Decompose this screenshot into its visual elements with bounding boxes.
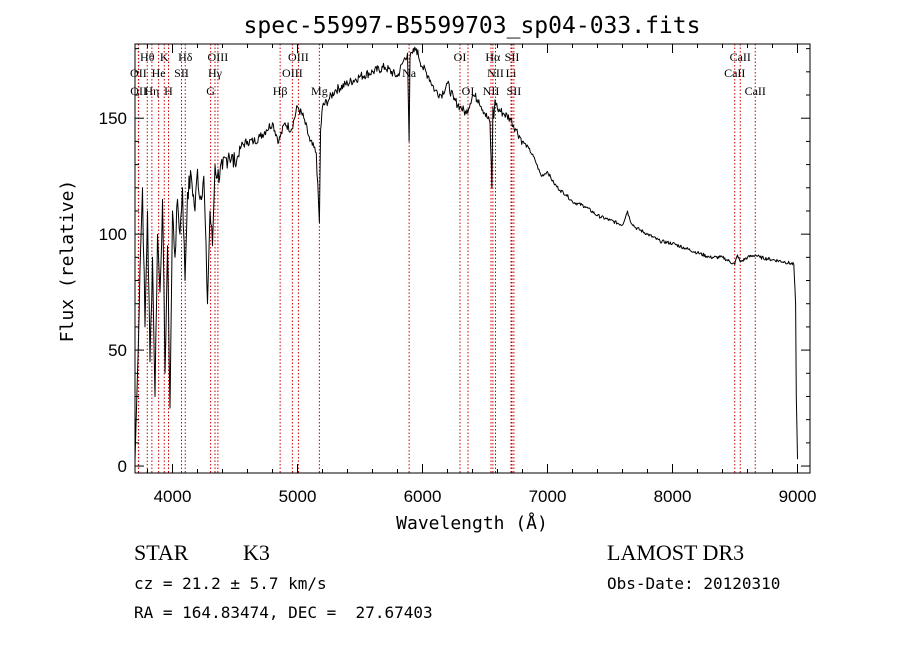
x-tick-label: 4000 <box>154 487 192 506</box>
plot-frame <box>134 43 811 474</box>
line-label: CaII <box>730 50 751 64</box>
line-label: OI <box>454 50 467 64</box>
line-label: OII <box>130 66 147 80</box>
line-label: He <box>152 66 166 80</box>
line-label: H <box>164 84 173 98</box>
y-tick-label: 50 <box>108 341 127 360</box>
x-axis-label: Wavelength (Å) <box>396 512 548 534</box>
spectrum-line <box>134 46 798 462</box>
spectrum-chart: spec-55997-B5599703_sp04-033.fits Hθ K Hδ O… <box>57 13 817 534</box>
line-label: NII <box>487 66 504 80</box>
line-label: CaII <box>745 84 766 98</box>
line-label: Hη <box>144 84 159 98</box>
subclass-label: K3 <box>243 540 270 565</box>
redshift-text: cz = 21.2 ± 5.7 km/s <box>134 574 327 593</box>
obs-date-text: Obs-Date: 20120310 <box>607 574 781 593</box>
line-label: G <box>206 84 215 98</box>
x-tick-label: 8000 <box>654 487 692 506</box>
x-tick-label: 5000 <box>279 487 317 506</box>
x-axis-ticks: 4000 5000 6000 7000 8000 9000 <box>147 44 817 506</box>
survey-label: LAMOST DR3 <box>607 540 745 565</box>
line-label: Mg <box>311 84 328 98</box>
emission-line-markers <box>137 44 756 473</box>
class-label: STAR <box>134 540 189 565</box>
line-label: Li <box>506 66 517 80</box>
x-tick-label: 9000 <box>779 487 817 506</box>
line-label: Hδ <box>178 50 193 64</box>
line-label: CaII <box>724 66 745 80</box>
line-label: SII <box>174 66 189 80</box>
line-label: Hα <box>485 50 501 64</box>
line-label: OI <box>462 84 475 98</box>
line-label: OIII <box>208 50 229 64</box>
line-label: Hγ <box>208 66 223 80</box>
line-label: OII <box>130 84 147 98</box>
y-axis-label: Flux (relative) <box>57 180 78 343</box>
line-label: SII <box>507 84 522 98</box>
line-label: Hθ <box>140 50 155 64</box>
chart-title: spec-55997-B5599703_sp04-033.fits <box>244 13 701 39</box>
x-tick-label: 7000 <box>529 487 567 506</box>
line-label: K <box>160 50 169 64</box>
y-tick-label: 150 <box>99 109 127 128</box>
line-label: NII <box>483 84 500 98</box>
line-label: OIII <box>288 50 309 64</box>
y-axis-ticks: 0 50 100 150 <box>99 48 810 476</box>
y-tick-label: 0 <box>118 457 127 476</box>
line-label: Hβ <box>273 84 288 98</box>
line-label: OIII <box>282 66 303 80</box>
x-tick-label: 6000 <box>404 487 442 506</box>
y-tick-label: 100 <box>99 225 127 244</box>
coordinates-text: RA = 164.83474, DEC = 27.67403 <box>134 603 433 622</box>
line-label: SII <box>505 50 520 64</box>
